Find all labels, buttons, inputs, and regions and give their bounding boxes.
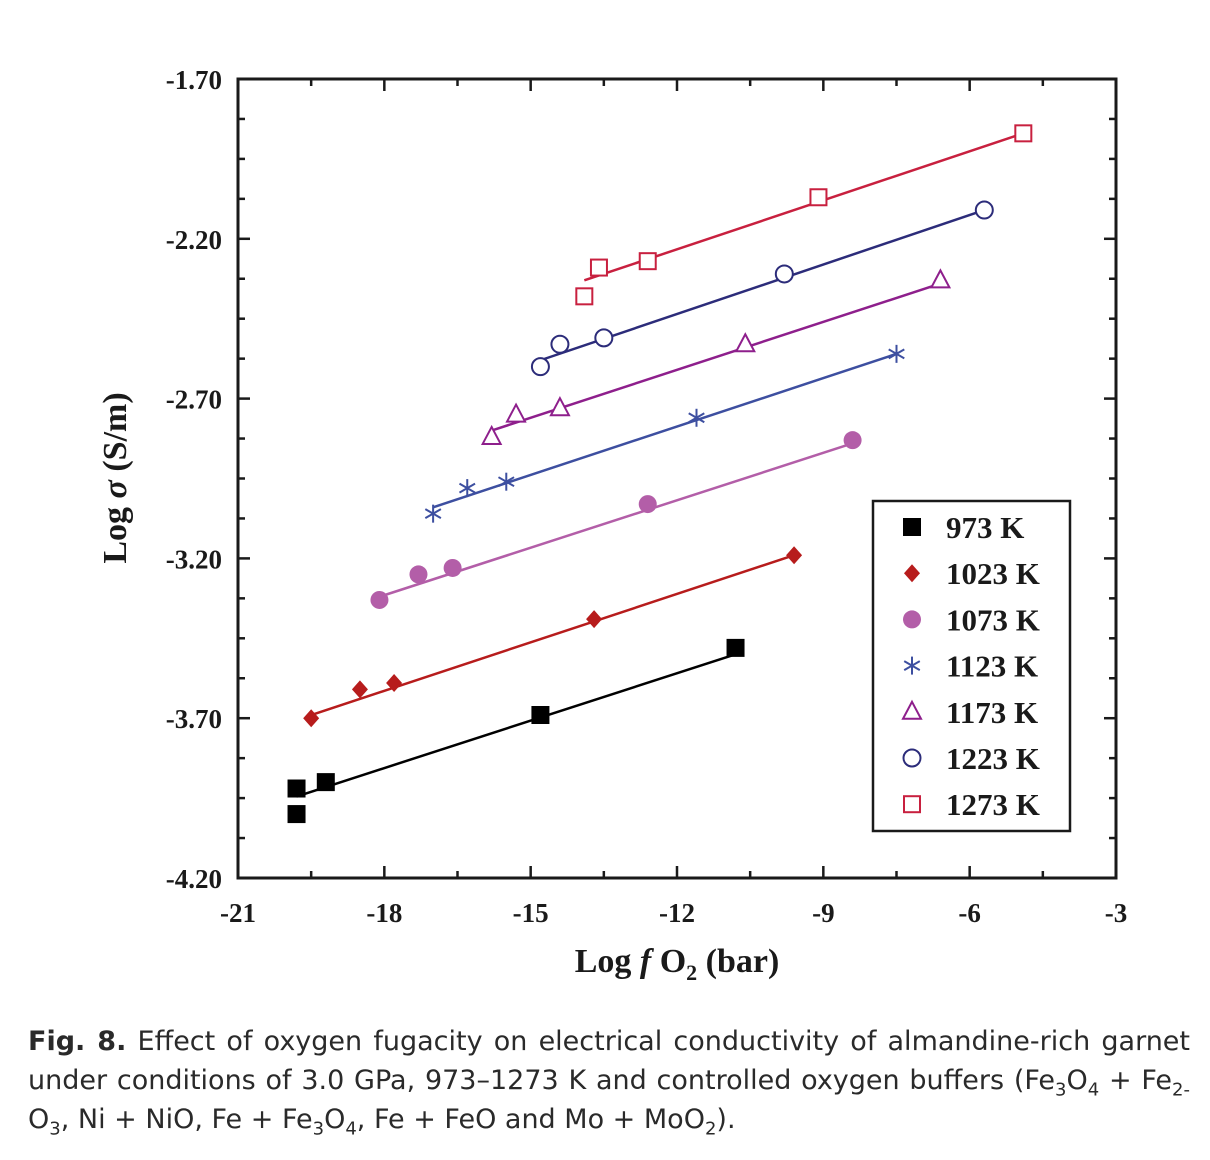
legend-label-1273-k: 1273 K: [946, 787, 1040, 822]
data-point-1273-k: [1014, 124, 1033, 143]
fit-line-1223-k: [540, 208, 985, 362]
caption-subscript: 4: [345, 1118, 357, 1140]
data-point-1223-k: [774, 264, 794, 284]
x-axis-title: Log f O2 (bar): [575, 943, 780, 985]
data-points: [287, 124, 1033, 824]
x-tick-label: -21: [220, 898, 256, 928]
x-tick-label: -15: [513, 898, 549, 928]
caption-segment: Effect of oxygen fugacity on electrical …: [28, 1026, 1190, 1096]
data-point-1173-k: [480, 424, 503, 445]
data-point-1023-k: [303, 709, 320, 728]
data-point-1173-k: [929, 268, 952, 289]
legend-label-1073-k: 1073 K: [946, 602, 1040, 637]
data-point-973-k: [287, 779, 306, 798]
fit-line-1173-k: [491, 282, 941, 432]
caption-segment: + Fe: [1099, 1065, 1173, 1096]
legend-label-1173-k: 1173 K: [946, 695, 1038, 730]
legend-box: [871, 499, 1072, 833]
caption-subscript: 2: [704, 1118, 717, 1140]
data-point-1173-k: [505, 402, 527, 423]
y-tick-label: -3.20: [166, 544, 222, 574]
data-point-1123-k: [688, 408, 705, 427]
legend-marker-1273-k: [903, 795, 921, 814]
data-point-1023-k: [386, 674, 403, 693]
x-tick-label: -12: [659, 898, 695, 928]
data-point-1073-k: [409, 565, 428, 584]
data-point-1223-k: [594, 328, 614, 348]
fit-line-1123-k: [432, 352, 897, 509]
data-point-1223-k: [974, 200, 994, 220]
data-point-1123-k: [888, 344, 905, 363]
caption-segment: O: [1066, 1065, 1088, 1096]
data-point-1073-k: [443, 558, 462, 577]
data-point-973-k: [287, 805, 306, 824]
y-tick-label: -3.70: [166, 704, 222, 734]
caption-subscript: 3: [312, 1118, 325, 1140]
caption-subscript: 4: [1087, 1079, 1100, 1101]
chart-svg: -21 -18 -15 -12 -9 -6 -3 -1.70 -2.20 -2.70 -3.20 -3…: [97, 65, 1128, 985]
fit-line-1273-k: [583, 132, 1024, 282]
chart-figure: -21 -18 -15 -12 -9 -6 -3 -1.70 -2.20 -2.70 -3.20 -3…: [97, 65, 1128, 985]
caption-segment: ).: [716, 1104, 736, 1135]
data-point-1223-k: [530, 357, 550, 377]
data-point-1023-k: [586, 610, 603, 629]
legend-marker-1073-k: [903, 610, 921, 629]
data-point-1273-k: [575, 287, 594, 306]
legend-marker-973-k: [903, 518, 921, 536]
data-point-1173-k: [549, 396, 571, 417]
data-point-1073-k: [638, 495, 657, 514]
caption-segment: O: [324, 1104, 346, 1135]
legend-marker-1173-k: [901, 699, 923, 720]
x-tick-label: -6: [958, 898, 981, 928]
data-point-1073-k: [843, 431, 862, 450]
data-point-1123-k: [497, 472, 515, 491]
legend-label-973-k: 973 K: [946, 510, 1024, 545]
fit-line-1023-k: [310, 554, 795, 717]
fit-line-973-k: [296, 653, 736, 798]
legend: 973 K 1023 K 1073 K 1123 K 1173 K 1223 K 1273 …: [871, 499, 1072, 833]
caption-segment: , Fe + FeO and Mo + MoO: [356, 1104, 705, 1135]
data-point-973-k: [726, 638, 745, 657]
y-tick-label: -1.70: [166, 65, 222, 95]
x-tick-label: -9: [812, 898, 835, 928]
data-point-1223-k: [550, 334, 570, 354]
legend-label-1223-k: 1223 K: [946, 741, 1040, 776]
y-tick-label: -2.70: [166, 385, 222, 415]
caption-segment: O: [28, 1104, 50, 1135]
caption-label: Fig. 8.: [28, 1026, 127, 1057]
data-point-1273-k: [809, 188, 828, 207]
legend-marker-1223-k: [902, 748, 922, 768]
y-axis-title: Log σ (S/m): [97, 392, 134, 563]
data-point-1023-k: [351, 680, 368, 699]
data-point-1023-k: [786, 546, 803, 565]
caption-subscript: 2-: [1172, 1079, 1190, 1101]
legend-marker-1123-k: [903, 656, 921, 675]
y-tick-label: -2.20: [166, 225, 222, 255]
legend-items: 973 K 1023 K 1073 K 1123 K 1173 K 1223 K 1273 …: [901, 510, 1040, 822]
data-point-1273-k: [589, 258, 608, 277]
legend-marker-1023-k: [904, 564, 920, 583]
data-point-1123-k: [424, 504, 442, 523]
data-point-1073-k: [370, 590, 389, 609]
x-tick-label: -18: [366, 898, 402, 928]
x-tick-label: -3: [1105, 898, 1128, 928]
data-point-1123-k: [458, 479, 476, 498]
y-tick-label: -4.20: [166, 864, 222, 894]
data-point-1173-k: [734, 332, 756, 353]
tick-marks: [236, 77, 1118, 880]
caption-subscript: 3: [49, 1118, 61, 1140]
data-point-973-k: [531, 706, 550, 725]
figure-caption: Fig. 8. Effect of oxygen fugacity on ele…: [28, 1022, 1190, 1139]
legend-label-1023-k: 1023 K: [946, 556, 1040, 591]
data-point-973-k: [316, 773, 335, 792]
data-point-1273-k: [638, 252, 657, 271]
legend-label-1123-k: 1123 K: [946, 649, 1038, 684]
caption-segment: , Ni + NiO, Fe + Fe: [60, 1104, 313, 1135]
tick-labels: -21 -18 -15 -12 -9 -6 -3 -1.70 -2.20 -2.70 -3.20 -3…: [166, 65, 1128, 928]
caption-subscript: 3: [1055, 1079, 1067, 1101]
caption-text: Effect of oxygen fugacity on electrical …: [28, 1026, 1190, 1138]
